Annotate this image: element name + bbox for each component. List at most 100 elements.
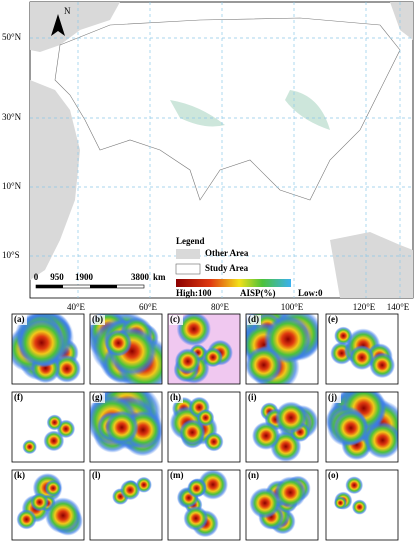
panel-image: [334, 476, 368, 515]
urban-blob: [176, 314, 212, 347]
panel: (j): [325, 391, 399, 463]
urban-blob: [364, 421, 398, 459]
panel: (c): [167, 313, 241, 385]
panel-image: [112, 476, 152, 505]
panel: (o): [325, 469, 399, 541]
urban-blob: [183, 505, 209, 531]
urban-blob: [351, 499, 368, 515]
urban-blob: [120, 479, 141, 501]
panel-frame: [325, 469, 399, 541]
panel-frame: [89, 313, 163, 385]
panel-image: [22, 414, 76, 455]
panel: (b): [89, 313, 163, 385]
latitude-label: 10°N: [2, 181, 22, 191]
urban-blob: [22, 439, 37, 455]
panel-label: (k): [14, 470, 25, 480]
panel-image: [176, 470, 229, 538]
graticule: [30, 2, 413, 298]
panel-frame: [245, 469, 319, 541]
panel: (d): [245, 313, 319, 385]
legend-name: AISP(%): [240, 288, 276, 298]
panel-frame: [11, 313, 85, 385]
north-label: N: [64, 6, 71, 16]
panel-label: (g): [92, 392, 103, 402]
panel: (a): [11, 313, 85, 385]
urban-blob: [274, 476, 307, 509]
urban-cluster: [285, 90, 330, 130]
panel: (n): [245, 469, 319, 541]
panel-label: (b): [92, 314, 103, 324]
panel-frame: [167, 313, 241, 385]
urban-blob: [203, 347, 223, 368]
urban-blob: [332, 409, 369, 446]
panel-image: [12, 314, 81, 384]
urban-blob: [44, 497, 82, 534]
panel-label: (h): [170, 392, 181, 402]
panel-label-bg: [91, 393, 105, 403]
panel-frame: [325, 391, 399, 463]
urban-blob: [334, 496, 347, 510]
panel-label: (a): [14, 314, 25, 324]
north-arrow: N: [51, 6, 71, 36]
main-map: N Legend Other Area Study Area High:100 …: [29, 1, 414, 299]
other-area-shape: [330, 232, 413, 298]
urban-blob: [187, 478, 207, 498]
panel-label: (m): [170, 470, 184, 480]
panel-frame: [245, 313, 319, 385]
scale-bar: 0 950 1900 3800 km: [34, 272, 166, 289]
longitude-label: 140°E: [387, 302, 410, 312]
panel-label: (f): [14, 392, 23, 402]
urban-blob: [179, 419, 206, 446]
panel-label-bg: [13, 471, 27, 481]
panel-label-bg: [13, 393, 27, 403]
latitude-label: 10°S: [2, 250, 20, 260]
urban-blob: [369, 352, 396, 379]
urban-cluster: [170, 100, 225, 127]
panel-image: [16, 473, 83, 536]
urban-blob: [16, 317, 67, 368]
urban-blob: [345, 476, 364, 495]
panel-label: (n): [248, 470, 259, 480]
legend: Legend Other Area Study Area High:100 AI…: [175, 236, 323, 298]
panel-frame: [167, 391, 241, 463]
urban-blob: [349, 345, 375, 370]
panel-frame: [89, 391, 163, 463]
panel-label-bg: [91, 315, 105, 325]
panel-label-bg: [327, 315, 341, 325]
other-area-shape: [30, 2, 120, 52]
legend-high: High:100: [176, 288, 212, 298]
other-area: [30, 2, 413, 298]
panel-label: (l): [92, 470, 101, 480]
urban-blob: [274, 401, 308, 434]
legend-low: Low:0: [298, 288, 323, 298]
urban-blob: [251, 421, 281, 450]
latitude-label: 50°N: [2, 32, 22, 42]
scale-tick: 950: [50, 272, 64, 282]
panel-frame: [11, 391, 85, 463]
legend-colorbar: [176, 279, 291, 287]
urban-blob: [30, 492, 49, 512]
panel-label-bg: [169, 315, 183, 325]
panel: (k): [11, 469, 85, 541]
panel-image: [249, 475, 311, 535]
scale-unit: km: [153, 272, 166, 282]
panel-frame: [89, 469, 163, 541]
longitude-label: 60°E: [139, 302, 158, 312]
panel-label-bg: [327, 471, 341, 481]
urban-blob: [44, 479, 62, 497]
panel: (i): [245, 391, 319, 463]
urban-blob: [16, 509, 37, 530]
panel-label-bg: [247, 393, 261, 403]
panel-frame: [325, 313, 399, 385]
longitude-label: 80°E: [211, 302, 230, 312]
panel-image: [173, 314, 233, 384]
panel-image: [90, 392, 162, 457]
panel-image: [330, 326, 396, 379]
panel-label-bg: [13, 315, 27, 325]
panel-label: (d): [248, 314, 259, 324]
urban-blob: [174, 348, 201, 375]
other-area-shape: [30, 80, 80, 280]
panel: (f): [11, 391, 85, 463]
longitude-label: 40°E: [67, 302, 86, 312]
